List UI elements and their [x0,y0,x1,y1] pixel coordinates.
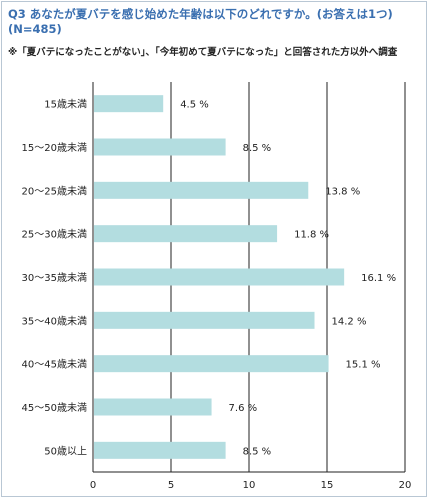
survey-note: ※「夏バテになったことがない」、「今年初めて夏バテになった」と回答された方以外へ… [8,47,398,58]
x-tick-label: 0 [90,480,96,491]
bar-2 [94,138,226,156]
bar-9 [94,441,226,459]
question-text: Q3 あなたが夏バテを感じ始めた年齢は以下のどれですか。(お答えは1つ) [8,7,393,21]
category-label: 25～30歳未満 [22,229,87,241]
category-label: 30～35歳未満 [22,272,87,284]
value-label: 7.6 % [229,403,258,414]
category-label: 20～25歳未満 [22,185,87,197]
value-label: 4.5 % [180,100,209,111]
category-label: 45～50歳未満 [22,402,87,414]
x-tick-label: 15 [321,480,334,491]
category-label: 15～20歳未満 [22,142,87,154]
bar-7 [94,355,329,373]
x-tick-label: 5 [168,480,174,491]
value-label: 14.2 % [332,316,367,327]
chart-title: Q3 あなたが夏バテを感じ始めた年齢は以下のどれですか。(お答えは1つ) (N=… [8,7,423,37]
x-tick-label: 20 [399,480,412,491]
value-label: 8.5 % [243,143,272,154]
bar-5 [94,268,345,286]
value-label: 13.8 % [325,186,360,197]
value-label: 11.8 % [294,230,329,241]
value-label: 16.1 % [361,273,396,284]
bar-6 [94,311,315,329]
category-label: 15歳未満 [44,99,87,111]
value-label: 8.5 % [243,446,272,457]
bar-8 [94,398,212,416]
value-label: 15.1 % [346,360,381,371]
sample-size: (N=485) [8,22,62,36]
x-tick-label: 10 [243,480,256,491]
bar-3 [94,181,309,199]
category-label: 35～40歳未満 [22,315,87,327]
bar-1 [94,95,164,113]
category-label: 50歳以上 [44,445,87,457]
category-label: 40～45歳未満 [22,359,87,371]
bar-4 [94,225,278,243]
